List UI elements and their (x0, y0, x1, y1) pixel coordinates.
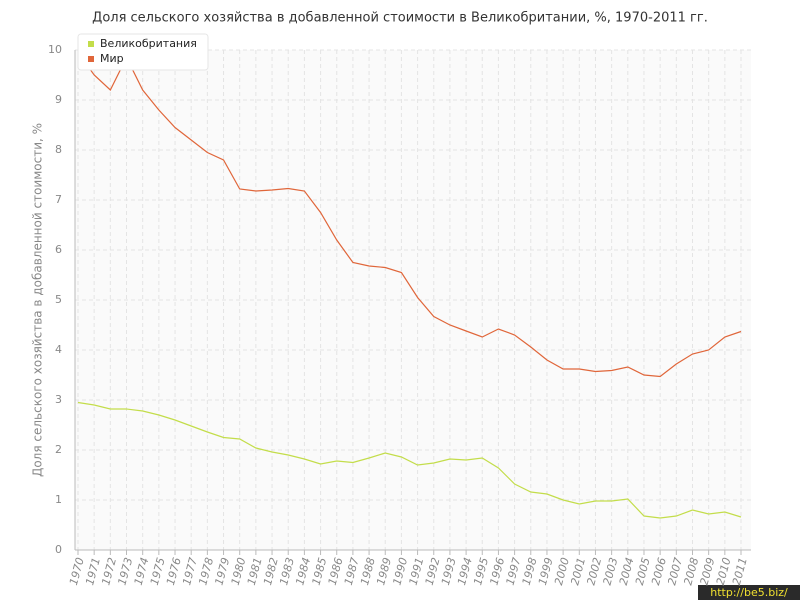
y-tick-label: 2 (55, 443, 62, 456)
y-tick-label: 4 (55, 343, 62, 356)
series-line (77, 401, 742, 519)
watermark: http://be5.biz/ (710, 586, 788, 599)
y-axis-title: Доля сельского хозяйства в добавленной с… (31, 123, 45, 477)
y-tick-label: 10 (48, 43, 62, 56)
chart-title: Доля сельского хозяйства в добавленной с… (92, 11, 708, 26)
legend-swatch (88, 41, 94, 47)
legend: Великобритания Мир (77, 33, 209, 71)
legend-box (77, 33, 209, 71)
watermark-bg (698, 585, 800, 600)
legend-label: Великобритания (100, 37, 197, 50)
y-tick-label: 9 (55, 93, 62, 106)
y-tick-label: 3 (55, 393, 62, 406)
legend-swatch (88, 56, 94, 62)
y-tick-label: 5 (55, 293, 62, 306)
legend-label: Мир (100, 52, 124, 65)
y-tick-label: 8 (55, 143, 62, 156)
y-tick-label: 6 (55, 243, 62, 256)
series-line (77, 52, 742, 378)
y-tick-label: 7 (55, 193, 62, 206)
y-tick-label: 0 (55, 543, 62, 556)
y-tick-label: 1 (55, 493, 62, 506)
